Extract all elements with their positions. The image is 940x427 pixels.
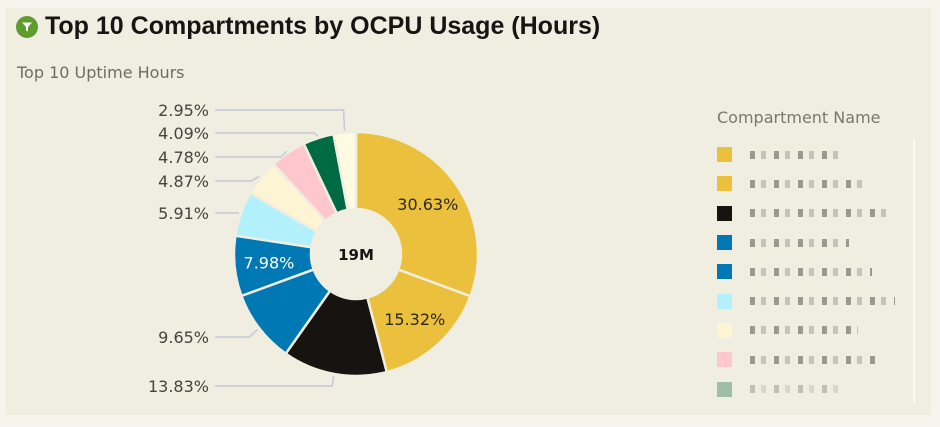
legend[interactable] bbox=[717, 140, 907, 403]
leader-line bbox=[215, 328, 259, 338]
donut-slice[interactable] bbox=[354, 130, 480, 298]
donut-slice[interactable] bbox=[283, 289, 389, 378]
donut-slice[interactable] bbox=[332, 130, 358, 212]
slice-label: 2.95% bbox=[158, 101, 209, 120]
filter-icon[interactable] bbox=[16, 15, 38, 38]
legend-item[interactable] bbox=[717, 169, 907, 198]
legend-name-redacted bbox=[750, 267, 872, 276]
legend-name-redacted bbox=[750, 297, 895, 306]
leader-line bbox=[215, 150, 288, 158]
legend-name-redacted bbox=[750, 209, 886, 218]
donut-chart[interactable]: 30.63% 15.32% 13.83% 9.65% 7.98% 5.91% 4.87% 4.… bbox=[0, 0, 700, 427]
slice-label: 4.78% bbox=[158, 148, 209, 167]
legend-item[interactable] bbox=[717, 199, 907, 228]
legend-name-redacted bbox=[750, 385, 844, 394]
legend-item[interactable] bbox=[717, 228, 907, 257]
slice-label: 9.65% bbox=[158, 328, 209, 347]
legend-swatch bbox=[717, 322, 732, 338]
leader-line bbox=[215, 132, 319, 137]
legend-name-redacted bbox=[750, 355, 881, 364]
leader-line bbox=[215, 375, 335, 387]
legend-item[interactable] bbox=[717, 286, 907, 315]
leader-line bbox=[215, 109, 346, 131]
slice-label: 5.91% bbox=[158, 204, 209, 223]
legend-item[interactable] bbox=[717, 345, 907, 374]
legend-item[interactable] bbox=[717, 257, 907, 286]
slice-label: 30.63% bbox=[397, 195, 458, 214]
donut-slice[interactable] bbox=[365, 267, 473, 374]
leader-line bbox=[215, 175, 260, 182]
legend-item[interactable] bbox=[717, 374, 907, 403]
legend-name-redacted bbox=[750, 238, 849, 247]
legend-swatch bbox=[717, 205, 732, 221]
slice-label: 4.87% bbox=[158, 172, 209, 191]
legend-swatch bbox=[717, 293, 732, 309]
chart-title-text: Top 10 Compartments by OCPU Usage (Hours… bbox=[45, 12, 601, 40]
legend-name-redacted bbox=[750, 326, 858, 335]
chart-subtitle: Top 10 Uptime Hours bbox=[17, 63, 185, 82]
legend-title: Compartment Name bbox=[717, 108, 881, 127]
legend-swatch bbox=[717, 264, 732, 280]
slice-label: 7.98% bbox=[244, 254, 295, 273]
legend-swatch bbox=[717, 147, 732, 163]
legend-swatch bbox=[717, 176, 732, 192]
legend-swatch bbox=[717, 352, 732, 368]
legend-item[interactable] bbox=[717, 140, 907, 169]
legend-name-redacted bbox=[750, 179, 863, 188]
legend-swatch bbox=[717, 235, 732, 251]
slice-label: 4.09% bbox=[158, 124, 209, 143]
slice-label: 13.83% bbox=[148, 377, 209, 396]
legend-name-redacted bbox=[750, 150, 840, 159]
donut-center-total: 19M bbox=[338, 246, 374, 264]
legend-scrollbar[interactable] bbox=[913, 139, 915, 403]
legend-item[interactable] bbox=[717, 316, 907, 345]
slice-label: 15.32% bbox=[384, 310, 445, 329]
legend-swatch bbox=[717, 381, 732, 397]
chart-title: Top 10 Compartments by OCPU Usage (Hours… bbox=[16, 12, 600, 41]
